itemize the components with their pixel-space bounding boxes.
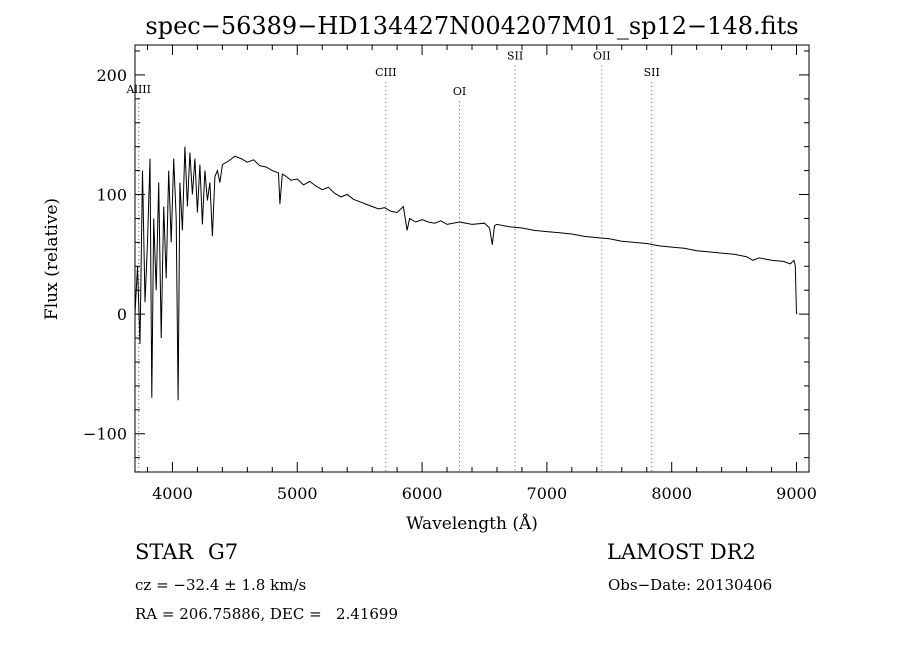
x-tick-label: 4000 bbox=[152, 484, 193, 503]
axis-ticks: 4000 5000 6000 7000 8000 9000 −100 0 100 200 bbox=[83, 45, 817, 503]
survey-label: LAMOST DR2 bbox=[607, 540, 756, 564]
x-axis-label: Wavelength (Å) bbox=[406, 513, 538, 534]
spectral-line-label: SII bbox=[507, 49, 523, 62]
chart-title: spec−56389−HD134427N004207M01_sp12−148.f… bbox=[145, 12, 798, 40]
plot-frame bbox=[134, 44, 810, 473]
y-tick-label: −100 bbox=[83, 425, 127, 444]
redshift-text: cz = −32.4 ± 1.8 km/s bbox=[135, 576, 307, 594]
x-tick-label: 6000 bbox=[402, 484, 443, 503]
spectral-line-markers: AlIII CIII OI SII OII SII bbox=[125, 49, 660, 472]
coordinates-text: RA = 206.75886, DEC = 2.41699 bbox=[135, 605, 399, 623]
obs-date-text: Obs−Date: 20130406 bbox=[608, 576, 773, 594]
y-tick-label: 0 bbox=[117, 305, 127, 324]
x-tick-label: 9000 bbox=[776, 484, 817, 503]
spectral-line-label: AlIII bbox=[125, 83, 151, 96]
x-tick-label: 5000 bbox=[277, 484, 318, 503]
x-tick-label: 7000 bbox=[527, 484, 568, 503]
spectral-line-label: OII bbox=[593, 49, 611, 62]
y-tick-label: 200 bbox=[96, 66, 127, 85]
spectral-line-label: OI bbox=[453, 85, 466, 98]
spectral-line-label: SII bbox=[644, 66, 660, 79]
object-subclass: G7 bbox=[208, 540, 239, 564]
y-axis-label: Flux (relative) bbox=[42, 198, 62, 320]
object-class: STAR bbox=[135, 540, 194, 564]
spectral-line-label: CIII bbox=[375, 66, 396, 79]
spectrum-line bbox=[134, 146, 797, 401]
y-tick-label: 100 bbox=[96, 186, 127, 205]
x-tick-label: 8000 bbox=[651, 484, 692, 503]
